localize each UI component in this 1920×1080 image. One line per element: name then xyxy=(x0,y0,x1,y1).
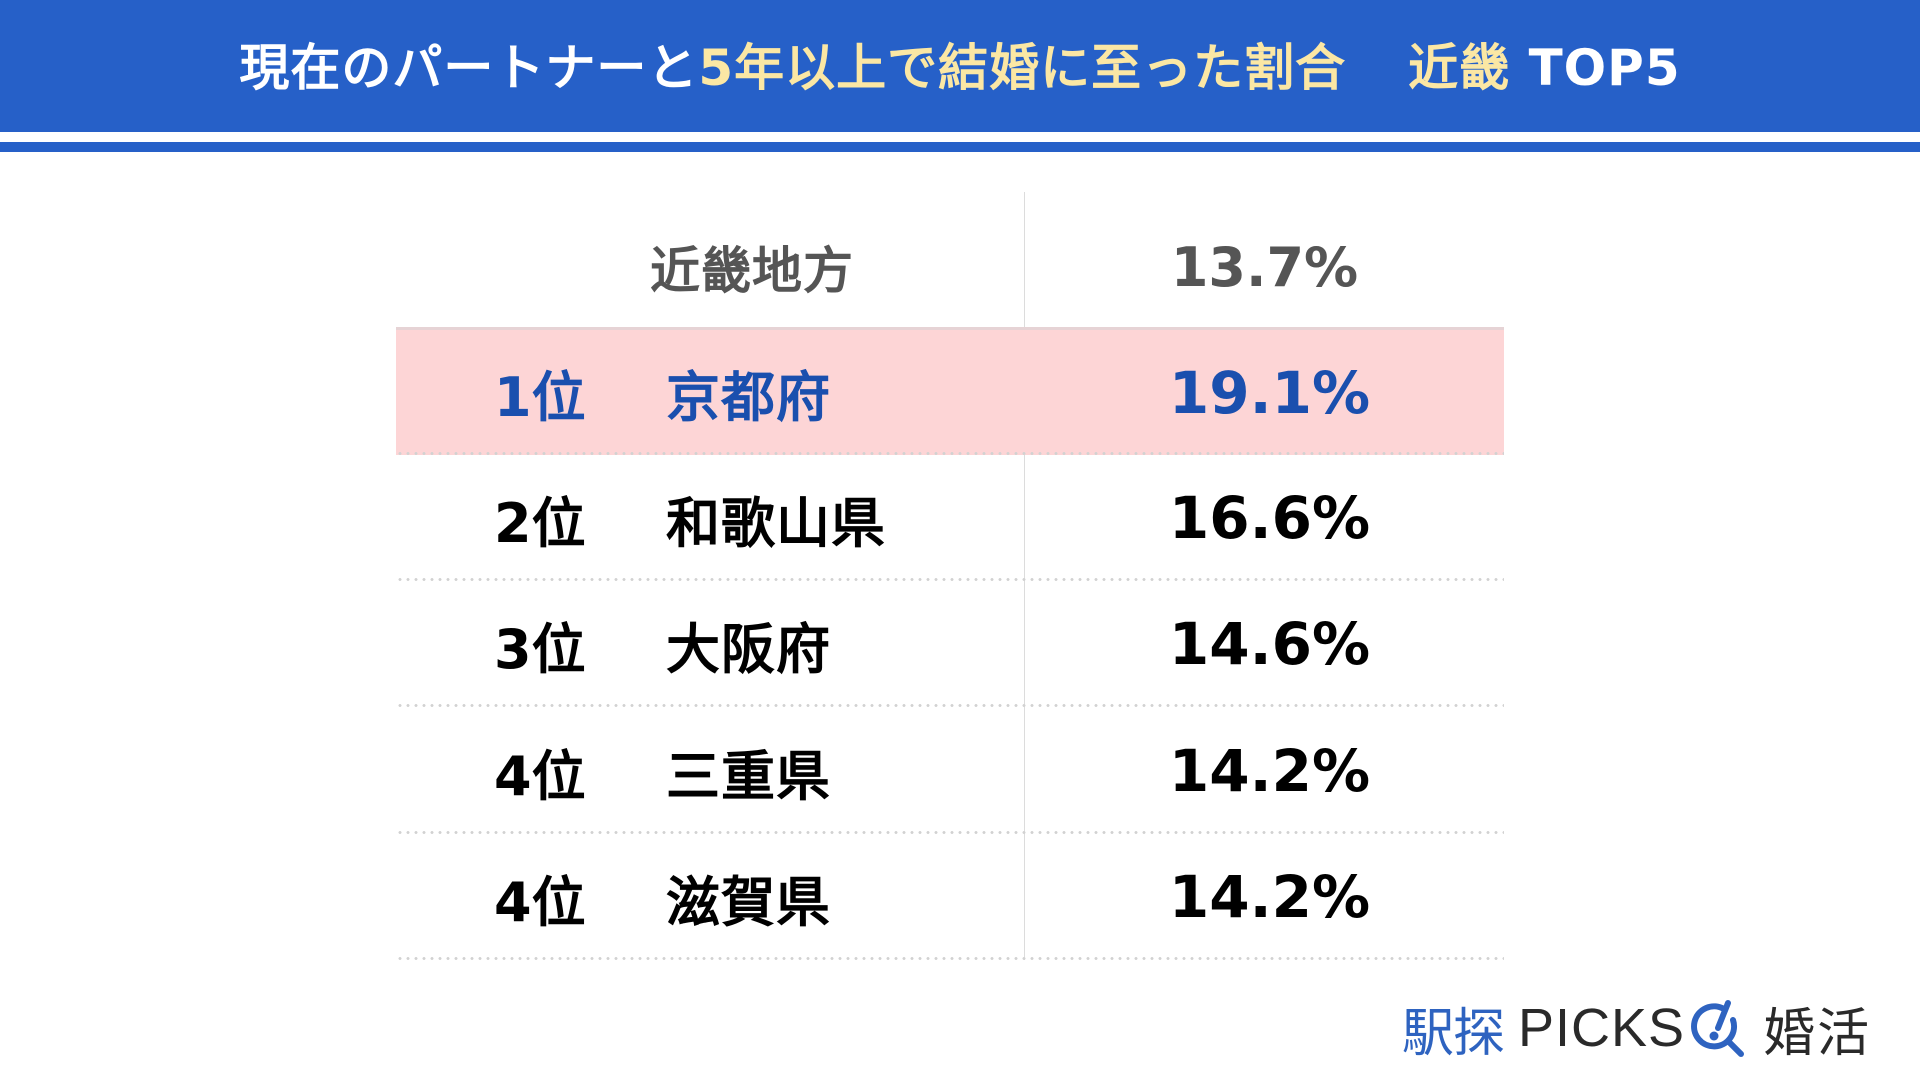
row-separator xyxy=(396,704,1504,707)
prefecture-name: 大阪府 xyxy=(666,617,831,681)
region-label: 近畿地方 xyxy=(650,242,854,300)
title-part-2: 5年以上で結婚に至った割合 xyxy=(698,39,1347,97)
logo-category: 婚活 xyxy=(1763,1003,1872,1064)
prefecture-name: 京都府 xyxy=(666,366,831,429)
row-separator xyxy=(396,578,1504,581)
rank-label: 3位 xyxy=(494,617,586,681)
title-region: 近畿 xyxy=(1408,39,1511,97)
table-row-rank-4a: 4位 三重県 14.2% xyxy=(396,708,1504,834)
rank-label: 4位 xyxy=(494,870,586,934)
row-separator xyxy=(396,452,1504,455)
prefecture-name: 三重県 xyxy=(666,744,831,808)
region-average-row: 近畿地方 13.7% xyxy=(396,208,1504,326)
rate-value: 19.1% xyxy=(1168,358,1371,427)
table-row-rank-2: 2位 和歌山県 16.6% xyxy=(396,455,1504,581)
rate-value: 14.6% xyxy=(1168,610,1371,678)
rate-value: 16.6% xyxy=(1168,484,1371,552)
logo-brand-jp: 駅探 xyxy=(1402,1003,1505,1064)
row-separator xyxy=(396,831,1504,834)
prefecture-name: 滋賀県 xyxy=(666,870,831,934)
table-row-rank-4b: 4位 滋賀県 14.2% xyxy=(396,834,1504,960)
brand-logo: 駅探 PICKS 婚活 xyxy=(1402,996,1871,1064)
rate-value: 14.2% xyxy=(1168,863,1371,931)
column-divider xyxy=(1024,192,1025,960)
rate-value: 14.2% xyxy=(1168,737,1371,805)
page-title: 現在のパートナーと5年以上で結婚に至った割合 近畿 TOP5 xyxy=(239,28,1680,100)
ranking-table: 近畿地方 13.7% 1位 京都府 19.1% 2位 和歌山県 16.6% 3位… xyxy=(396,192,1504,962)
title-top5: TOP5 xyxy=(1510,39,1681,97)
rank-label: 2位 xyxy=(494,491,586,555)
header-stripe-blue xyxy=(0,142,1920,152)
rank-label: 1位 xyxy=(494,366,586,429)
rank-label: 4位 xyxy=(494,744,586,808)
table-row-rank-1: 1位 京都府 19.1% xyxy=(396,327,1504,455)
header-stripe-white xyxy=(0,132,1920,142)
table-row-rank-3: 3位 大阪府 14.6% xyxy=(396,581,1504,707)
row-separator xyxy=(396,957,1504,960)
title-part-1: 現在のパートナーと xyxy=(239,39,699,97)
logo-brand-en: PICKS xyxy=(1518,998,1686,1058)
prefecture-name: 和歌山県 xyxy=(666,491,886,555)
magnifier-icon xyxy=(1689,998,1749,1058)
title-banner: 現在のパートナーと5年以上で結婚に至った割合 近畿 TOP5 xyxy=(0,0,1920,132)
region-value: 13.7% xyxy=(1170,235,1359,299)
